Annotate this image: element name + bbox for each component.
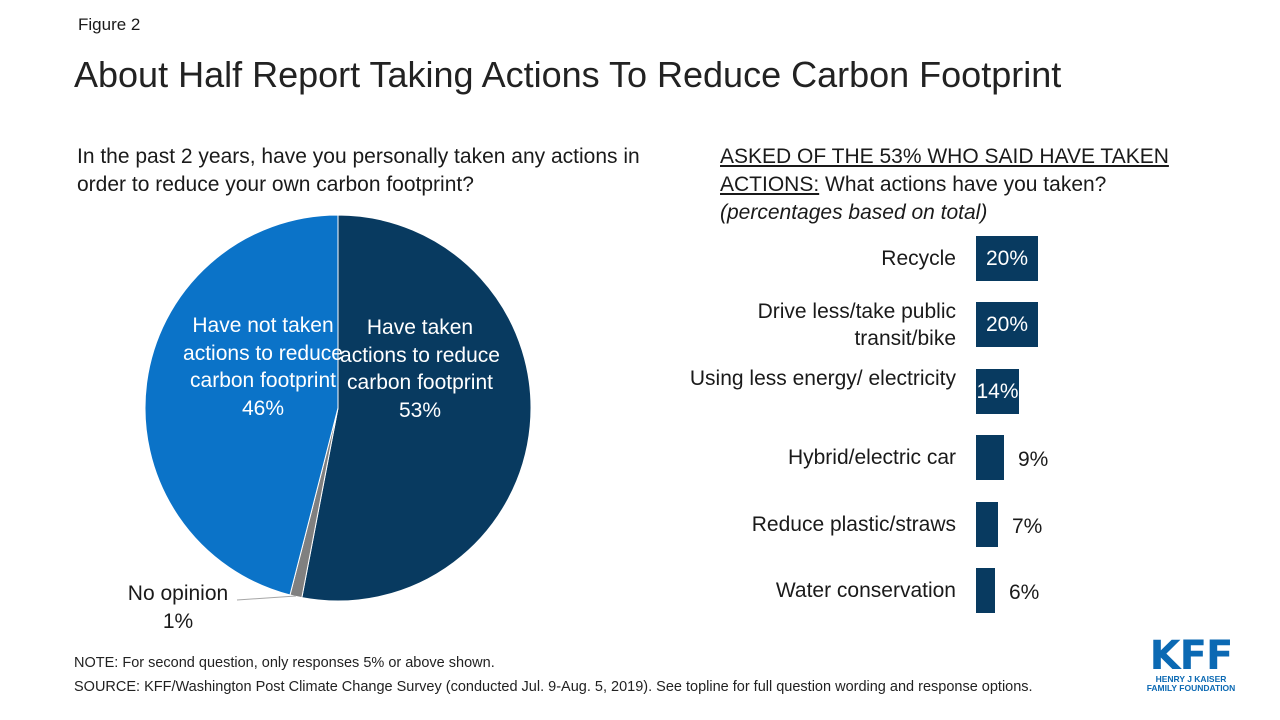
bar-value-label-1: 20% [985, 312, 1029, 336]
pie-label-taken-text: Have taken actions to reduce carbon foot… [340, 316, 500, 394]
bar-3 [976, 435, 1004, 480]
right-question-text: What actions have you taken? [819, 173, 1107, 196]
pie-label-not-taken-text: Have not taken actions to reduce carbon … [183, 314, 343, 392]
kff-logo: KFF HENRY J KAISER FAMILY FOUNDATION [1145, 633, 1237, 693]
pie-slice-not-taken [144, 214, 339, 596]
right-question-underlined: ASKED OF THE 53% WHO SAID HAVE TAKEN ACT… [720, 145, 1169, 196]
pie-label-no-opinion-text: No opinion [127, 582, 229, 605]
bar-value-label-2: 14% [976, 379, 1019, 403]
footer-note: NOTE: For second question, only response… [74, 655, 495, 671]
right-question-note: (percentages based on total) [720, 201, 988, 224]
pie-chart [144, 214, 532, 602]
pie-label-no-opinion-value: 1% [162, 609, 194, 633]
pie-label-taken: Have taken actions to reduce carbon foot… [340, 314, 500, 424]
bar-value-label-3: 9% [1018, 447, 1049, 471]
kff-logo-mark: KFF [1149, 633, 1234, 679]
left-question: In the past 2 years, have you personally… [77, 145, 640, 196]
bar-label-3: Hybrid/electric car [787, 446, 956, 469]
bar-2: 14% [976, 369, 1019, 414]
bar-value-label-0: 20% [985, 246, 1029, 270]
chart-title: About Half Report Taking Actions To Redu… [74, 54, 1062, 95]
pie-label-no-opinion: No opinion 1% [103, 580, 253, 635]
bar-1: 20% [976, 302, 1038, 347]
bar-label-2: Using less energy/ electricity [689, 366, 956, 390]
bar-label-4: Reduce plastic/straws [751, 513, 956, 536]
bar-4 [976, 502, 998, 547]
no-opinion-leader-line [236, 595, 297, 601]
bar-0: 20% [976, 236, 1038, 281]
kff-logo-line2: FAMILY FOUNDATION [1146, 683, 1236, 693]
bar-label-0: Recycle [881, 247, 956, 270]
bar-5 [976, 568, 995, 613]
pie-slice-taken [301, 214, 532, 602]
pie-label-not-taken-value: 46% [241, 396, 285, 420]
right-question: ASKED OF THE 53% WHO SAID HAVE TAKEN ACT… [720, 143, 1260, 227]
footer-source: SOURCE: KFF/Washington Post Climate Chan… [74, 679, 1033, 695]
figure-label: Figure 2 [78, 15, 141, 34]
bar-value-label-4: 7% [1012, 514, 1043, 538]
pie-label-taken-value: 53% [398, 398, 442, 422]
kff-logo-line1: HENRY J KAISER [1155, 674, 1227, 684]
pie-label-not-taken: Have not taken actions to reduce carbon … [178, 312, 348, 422]
bar-label-1: Drive less/take public transit/bike [757, 299, 956, 350]
bar-label-5: Water conservation [775, 579, 956, 602]
bar-value-label-5: 6% [1009, 580, 1040, 604]
